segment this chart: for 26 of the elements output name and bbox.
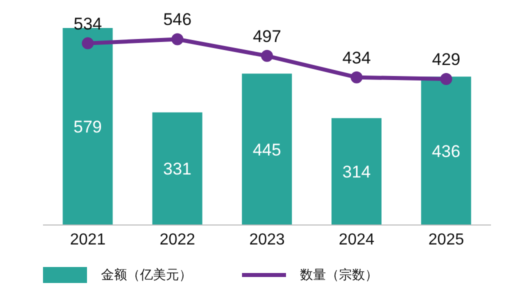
data-label: 434 — [342, 48, 371, 68]
data-label: 497 — [252, 26, 282, 46]
point — [440, 73, 452, 86]
bar — [332, 118, 382, 225]
x-tick-label: 2022 — [160, 231, 196, 248]
data-label: 445 — [252, 140, 282, 160]
point — [82, 37, 94, 50]
point — [350, 71, 363, 84]
legend-label: 金额（亿美元） — [101, 266, 192, 284]
bar — [421, 76, 472, 225]
data-label: 546 — [163, 10, 192, 30]
data-label: 314 — [342, 162, 371, 182]
data-label: 436 — [432, 142, 460, 161]
data-label: 331 — [163, 160, 192, 179]
x-tick-label: 2024 — [338, 231, 374, 248]
point — [171, 33, 184, 46]
legend-label: 数量（宗数） — [300, 266, 378, 284]
x-tick-label: 2025 — [428, 231, 464, 248]
bar — [152, 112, 202, 225]
data-label: 429 — [432, 50, 460, 70]
x-tick-label: 2023 — [249, 231, 285, 248]
bar — [62, 28, 113, 225]
x-tick-label: 2021 — [70, 231, 106, 248]
data-label: 579 — [74, 118, 102, 137]
bar — [242, 74, 292, 225]
point — [261, 50, 273, 62]
